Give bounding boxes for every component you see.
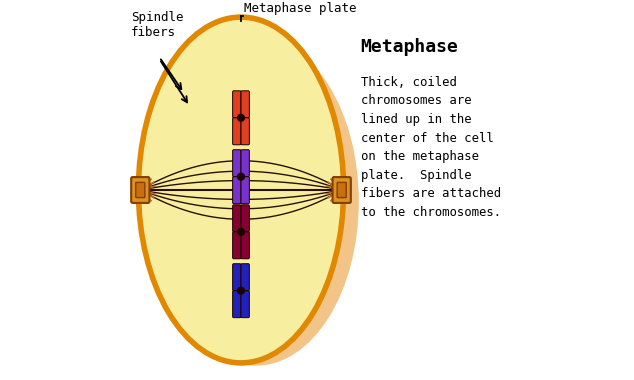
FancyBboxPatch shape: [233, 264, 241, 291]
FancyBboxPatch shape: [233, 232, 241, 259]
FancyBboxPatch shape: [131, 177, 150, 203]
FancyBboxPatch shape: [136, 182, 145, 198]
FancyBboxPatch shape: [241, 150, 249, 177]
FancyBboxPatch shape: [233, 91, 241, 118]
Text: Spindle
fibers: Spindle fibers: [131, 11, 183, 40]
Ellipse shape: [153, 37, 359, 366]
FancyBboxPatch shape: [241, 232, 249, 259]
FancyBboxPatch shape: [241, 118, 249, 145]
Circle shape: [238, 173, 245, 180]
FancyBboxPatch shape: [333, 177, 351, 203]
Circle shape: [238, 114, 245, 121]
FancyBboxPatch shape: [241, 205, 249, 232]
Text: Metaphase: Metaphase: [361, 38, 458, 56]
FancyBboxPatch shape: [233, 205, 241, 232]
Circle shape: [238, 287, 245, 294]
FancyBboxPatch shape: [233, 291, 241, 318]
FancyBboxPatch shape: [241, 91, 249, 118]
Circle shape: [238, 228, 245, 235]
FancyBboxPatch shape: [337, 182, 346, 198]
FancyBboxPatch shape: [241, 177, 249, 204]
FancyBboxPatch shape: [233, 177, 241, 204]
Text: Thick, coiled
chromosomes are
lined up in the
center of the cell
on the metaphas: Thick, coiled chromosomes are lined up i…: [361, 76, 501, 218]
Text: Metaphase plate: Metaphase plate: [244, 2, 356, 15]
FancyBboxPatch shape: [233, 118, 241, 145]
FancyBboxPatch shape: [233, 150, 241, 177]
Ellipse shape: [138, 17, 344, 363]
FancyBboxPatch shape: [241, 291, 249, 318]
FancyBboxPatch shape: [241, 264, 249, 291]
